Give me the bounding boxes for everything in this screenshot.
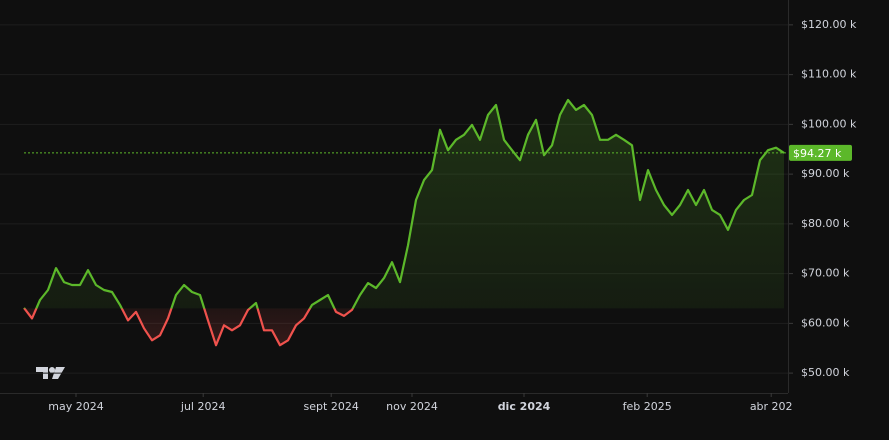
y-tick-label: $100.00 k <box>801 117 857 130</box>
x-tick-label: nov 2024 <box>386 400 438 413</box>
y-tick-label: $120.00 k <box>801 18 857 31</box>
y-tick-label: $70.00 k <box>801 267 850 280</box>
y-tick-label: $50.00 k <box>801 366 850 379</box>
y-tick-label: $90.00 k <box>801 167 850 180</box>
y-tick-label: $110.00 k <box>801 68 857 81</box>
last-price-label: $94.27 k <box>793 147 842 160</box>
x-tick-label: may 2024 <box>48 400 103 413</box>
x-tick-label: feb 2025 <box>623 400 672 413</box>
area <box>24 100 784 346</box>
x-tick-label: sept 2024 <box>304 400 359 413</box>
x-tick-label: abr 202 <box>750 400 793 413</box>
last-price-tag <box>789 144 852 161</box>
y-tick-label: $60.00 k <box>801 316 850 329</box>
x-tick-label: jul 2024 <box>180 400 226 413</box>
x-tick-label: dic 2024 <box>498 400 551 413</box>
price-line <box>23 98 785 347</box>
y-tick-label: $80.00 k <box>801 217 850 230</box>
